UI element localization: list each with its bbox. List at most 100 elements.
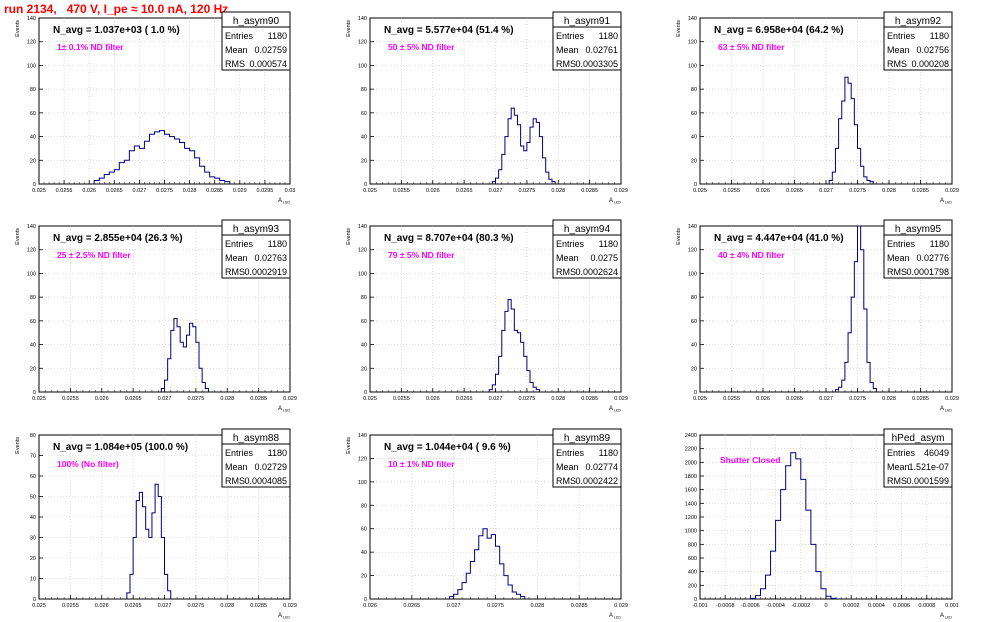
histogram-bin <box>499 170 502 184</box>
stats-entries-value: 1180 <box>268 448 287 458</box>
x-tick-label: 0.029 <box>233 188 247 194</box>
histogram-bin <box>177 327 180 392</box>
histogram-bin <box>104 175 109 184</box>
y-axis-label: Events <box>676 228 682 245</box>
x-tick-label: 0.0275 <box>518 396 535 402</box>
histogram-bin <box>821 589 826 599</box>
histogram-bin <box>543 158 546 184</box>
y-tick-label: 0 <box>694 390 697 396</box>
histogram-bin <box>512 592 516 599</box>
y-axis-label: Events <box>15 437 21 454</box>
histogram-bin <box>466 573 470 599</box>
histogram-bin <box>499 356 502 392</box>
histogram-bin <box>791 453 796 599</box>
y-axis-label: Events <box>15 20 21 37</box>
histogram-bin <box>144 141 149 184</box>
x-tick-label: 0.0255 <box>62 603 79 609</box>
y-tick-label: 100 <box>688 271 697 277</box>
x-tick-label: 0.0285 <box>912 188 929 194</box>
y-tick-label: 60 <box>691 111 697 117</box>
stats-box-frame <box>221 11 291 71</box>
histogram-bin <box>489 390 492 392</box>
x-tick-label: 0.0285 <box>250 396 267 402</box>
histogram-bin <box>133 538 136 600</box>
histogram-bin <box>508 119 511 184</box>
stats-rms-label: RMS <box>556 267 576 277</box>
stats-rms-value: 0.000574 <box>249 59 287 69</box>
stats-mean-label: Mean <box>556 462 579 472</box>
y-tick-label: 1400 <box>685 501 697 507</box>
x-axis-label: A LED <box>278 406 290 413</box>
x-tick-label: 0.029 <box>945 396 959 402</box>
stats-mean-value: 0.02763 <box>254 253 287 263</box>
x-tick-label: 0.025 <box>363 188 377 194</box>
stats-mean-label: Mean <box>887 253 910 263</box>
stats-entries-value: 1180 <box>599 31 618 41</box>
x-tick-label: 0.026 <box>95 396 109 402</box>
histogram-bin <box>854 262 857 392</box>
x-tick-label: 0.025 <box>32 188 46 194</box>
histogram-bin <box>851 99 854 184</box>
histogram-bin <box>816 572 821 599</box>
x-tick-label: 0.0255 <box>62 396 79 402</box>
y-tick-label: 2000 <box>685 460 697 466</box>
stats-title: h_asym95 <box>895 224 942 235</box>
histogram-bin <box>845 362 848 392</box>
histogram-bin <box>870 383 873 392</box>
n-avg-annotation: N_avg = 1.037e+03 ( 1.0 %) <box>53 25 180 36</box>
x-tick-label: 0.029 <box>945 188 959 194</box>
y-axis-label: Events <box>346 20 352 37</box>
histogram-line <box>126 483 172 600</box>
histogram-bin <box>835 148 838 184</box>
histogram-panel-h_asym90: 0.025 0.0255 0.026 0.0265 0.027 0.0275 0.028 0.… <box>15 11 295 205</box>
histogram-bin <box>842 380 845 392</box>
y-tick-label: 20 <box>361 158 367 164</box>
stats-box-frame <box>552 219 622 279</box>
histogram-bin <box>190 151 195 184</box>
histogram-bin <box>134 146 139 184</box>
stats-rms-label: RMS <box>225 476 245 486</box>
y-tick-label: 0 <box>694 597 697 603</box>
n-avg-annotation: N_avg = 1.084e+05 (100.0 %) <box>53 442 188 453</box>
histogram-bin <box>190 323 193 392</box>
x-tick-label: 0.0295 <box>256 188 273 194</box>
x-tick-label: 0.027 <box>489 188 503 194</box>
y-tick-label: 600 <box>688 556 697 562</box>
histogram-bin <box>766 575 771 599</box>
x-tick-label: 0.028 <box>551 188 565 194</box>
stats-mean-label: Mean <box>887 462 910 472</box>
histogram-bin <box>502 330 505 392</box>
histogram-bin <box>205 388 208 392</box>
histogram-bin <box>524 356 527 392</box>
stats-title: h_asym88 <box>233 433 280 444</box>
y-tick-label: 60 <box>361 319 367 325</box>
x-axis-label: A LED <box>940 198 952 205</box>
y-tick-label: 40 <box>691 135 697 141</box>
histogram-bin <box>180 342 183 392</box>
x-tick-label: -0.0008 <box>716 603 735 609</box>
histogram-bin <box>811 544 816 599</box>
histogram-bin <box>549 179 552 184</box>
histogram-bin <box>864 309 867 392</box>
x-tick-label: 0.0008 <box>918 603 935 609</box>
histogram-bin <box>130 574 133 599</box>
histogram-bin <box>530 383 533 392</box>
y-tick-label: 1200 <box>685 515 697 521</box>
n-avg-annotation: N_avg = 8.707e+04 (80.3 %) <box>384 233 514 244</box>
histogram-bin <box>193 327 196 392</box>
stats-entries-value: 1180 <box>930 31 949 41</box>
x-tick-label: 0.0275 <box>156 188 173 194</box>
histogram-bin <box>873 388 876 392</box>
x-axis-label: A LED <box>609 406 621 413</box>
y-tick-label: 120 <box>27 40 36 46</box>
stats-entries-label: Entries <box>887 31 916 41</box>
y-tick-label: 40 <box>361 135 367 141</box>
histogram-line <box>491 107 556 184</box>
histogram-bin <box>496 374 499 392</box>
histogram-bin <box>114 170 119 184</box>
stats-mean-label: Mean <box>225 45 248 55</box>
histogram-bin <box>835 390 838 392</box>
x-tick-label: 0.028 <box>882 188 896 194</box>
histogram-bin <box>806 510 811 599</box>
y-tick-label: 100 <box>27 63 36 69</box>
